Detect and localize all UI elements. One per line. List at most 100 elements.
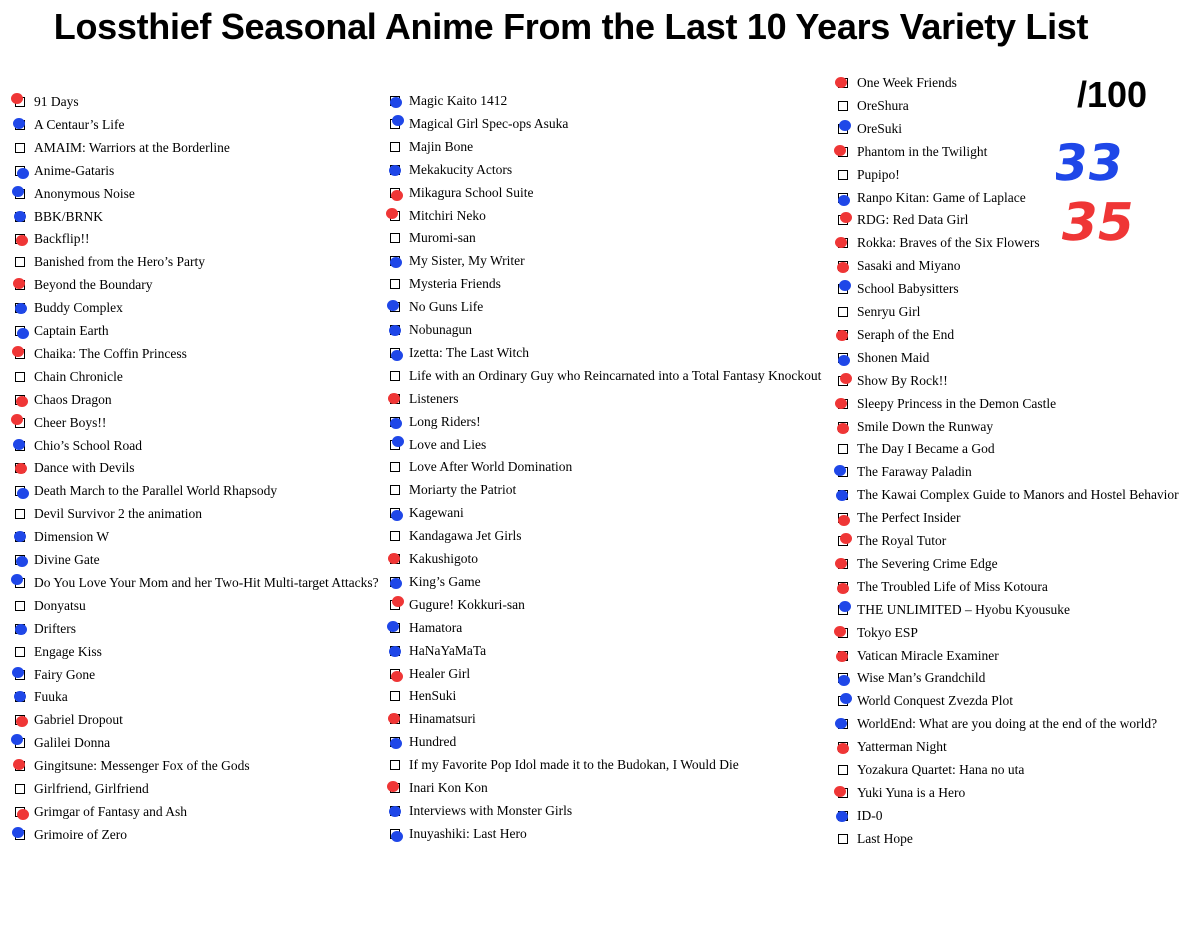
list-item-label: Engage Kiss (34, 643, 102, 659)
list-item-label: Phantom in the Twilight (857, 143, 988, 159)
list-item-label: RDG: Red Data Girl (857, 212, 969, 228)
list-item-label: King’s Game (409, 573, 481, 589)
checkbox-icon (15, 646, 25, 657)
blue-mark-icon (391, 349, 403, 361)
red-mark-icon (387, 781, 399, 792)
red-mark-icon (840, 212, 852, 224)
list-item-label: Kagewani (409, 505, 464, 521)
red-mark-icon (388, 553, 400, 564)
list-item-label: Pupipo! (857, 166, 900, 182)
checkbox-icon (15, 509, 25, 520)
blue-mark-icon (839, 119, 851, 131)
checkbox-icon (390, 462, 400, 473)
list-item-label: Chio’s School Road (34, 437, 143, 453)
red-mark-icon (838, 515, 850, 527)
list-item-label: The Royal Tutor (857, 533, 947, 548)
list-item-label: Muromi-san (409, 230, 476, 246)
list-item-label: Inuyashiki: Last Hero (409, 825, 527, 841)
red-mark-icon (834, 144, 846, 156)
checkbox-icon (15, 600, 25, 611)
list-item-label: Grimoire of Zero (34, 826, 127, 842)
red-mark-icon (16, 235, 28, 247)
blue-mark-icon (11, 734, 23, 746)
blue-mark-icon (387, 300, 399, 312)
red-mark-icon (837, 422, 849, 434)
list-item-label: Vatican Miracle Examiner (857, 647, 999, 663)
list-item-label: Fuuka (34, 689, 68, 705)
list-item-label: Death March to the Parallel World Rhapso… (34, 483, 278, 499)
list-item-label: Yatterman Night (857, 739, 947, 755)
list-item-label: Mitchiri Neko (409, 207, 486, 223)
list-item-label: School Babysitters (857, 281, 959, 297)
checkbox-icon (390, 531, 400, 542)
list-item-label: Yozakura Quartet: Hana no uta (857, 762, 1025, 777)
checkbox-icon (390, 691, 400, 702)
checkbox-icon (838, 169, 848, 180)
red-mark-icon (391, 670, 403, 682)
red-mark-icon (12, 345, 24, 357)
list-item-label: Inari Kon Kon (409, 780, 488, 795)
checkbox-icon (838, 444, 848, 455)
list-item-label: Gabriel Dropout (34, 712, 123, 728)
list-item-label: Sasaki and Miyano (857, 258, 961, 274)
blue-mark-icon (14, 531, 26, 543)
blue-mark-icon (839, 280, 851, 292)
blue-mark-icon (12, 185, 24, 197)
blue-mark-icon (14, 691, 26, 703)
list-item-label: One Week Friends (857, 75, 957, 90)
red-mark-icon (15, 463, 27, 475)
score-blue-count: 33 (1056, 133, 1127, 192)
list-item-label: Divine Gate (34, 552, 100, 567)
list-item-label: Beyond the Boundary (34, 277, 153, 293)
score-total: /100 (1077, 74, 1148, 115)
list-item-label: The Troubled Life of Miss Kotoura (857, 578, 1048, 594)
list-item-label: Captain Earth (34, 323, 109, 338)
list-item-label: Dance with Devils (34, 460, 135, 476)
blue-mark-icon (838, 354, 850, 366)
blue-mark-icon (391, 510, 403, 522)
blue-mark-icon (389, 805, 401, 817)
blue-mark-icon (11, 573, 23, 585)
list-item-label: My Sister, My Writer (409, 253, 525, 269)
list-item-label: BBK/BRNK (34, 208, 104, 224)
red-mark-icon (16, 395, 28, 407)
checkbox-icon (390, 760, 400, 771)
list-item-label: Gingitsune: Messenger Fox of the Gods (34, 758, 250, 774)
list-item-label: Gugure! Kokkuri-san (409, 596, 525, 612)
red-mark-icon (392, 595, 404, 607)
list-item-label: Last Hope (857, 830, 913, 846)
checkbox-icon (390, 279, 400, 290)
list-item-label: Mikagura School Suite (409, 184, 534, 200)
list-item-label: Izetta: The Last Witch (409, 344, 530, 360)
list-item-label: Do You Love Your Mom and her Two-Hit Mul… (34, 574, 379, 590)
red-mark-icon (835, 237, 847, 249)
blue-mark-icon (836, 810, 848, 822)
list-item-label: The Severing Crime Edge (857, 555, 998, 571)
list-item-label: WorldEnd: What are you doing at the end … (857, 716, 1158, 732)
blue-mark-icon (13, 438, 25, 450)
list-item-label: Galilei Donna (34, 735, 111, 751)
list-item-label: If my Favorite Pop Idol made it to the B… (409, 757, 739, 773)
list-item-label: Magic Kaito 1412 (409, 93, 508, 108)
list-item-label: HenSuki (409, 688, 457, 704)
blue-mark-icon (387, 620, 399, 632)
red-mark-icon (840, 372, 852, 384)
list-item-label: Chain Chronicle (34, 368, 123, 384)
checkbox-icon (15, 142, 25, 153)
list-item-label: Healer Girl (409, 665, 471, 681)
list-item-label: 91 Days (34, 94, 79, 109)
page-title: Lossthief Seasonal Anime From the Last 1… (53, 6, 1089, 47)
red-mark-icon (11, 413, 23, 425)
blue-mark-icon (12, 666, 24, 678)
list-item-label: Yuki Yuna is a Hero (857, 784, 966, 800)
red-mark-icon (837, 582, 849, 594)
list-item-label: Tokyo ESP (857, 624, 918, 640)
checkbox-icon (390, 485, 400, 496)
blue-mark-icon (390, 97, 402, 108)
blue-mark-icon (834, 465, 846, 477)
red-mark-icon (391, 189, 403, 201)
red-mark-icon (11, 93, 23, 104)
list-item-label: Smile Down the Runway (857, 418, 994, 434)
checkbox-icon (15, 257, 25, 268)
list-item-label: Chaika: The Coffin Princess (34, 345, 187, 361)
